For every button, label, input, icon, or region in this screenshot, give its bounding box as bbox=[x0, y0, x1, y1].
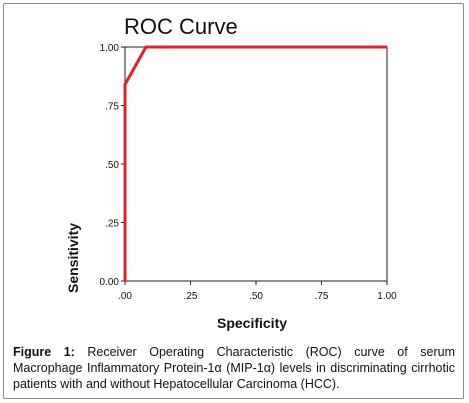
roc-curve-line bbox=[123, 45, 387, 281]
x-tick-label: 1.00 bbox=[377, 291, 397, 302]
y-tick-label: 1.00 bbox=[100, 43, 120, 54]
x-tick-label: .50 bbox=[249, 291, 263, 302]
y-axis-label: Sensitivity bbox=[65, 223, 81, 293]
x-tick-label: .75 bbox=[315, 291, 329, 302]
caption-text: Receiver Operating Characteristic (ROC) … bbox=[13, 345, 455, 391]
y-axis-ticks: 0.00 .25 .50 .75 1.00 bbox=[100, 43, 125, 288]
x-tick-label: .00 bbox=[118, 291, 132, 302]
y-tick-label: 0.00 bbox=[100, 277, 120, 288]
plot-area bbox=[124, 46, 388, 282]
y-tick-label: .75 bbox=[105, 102, 119, 113]
y-tick-label: .25 bbox=[105, 219, 119, 230]
x-axis-ticks: .00 .25 .50 .75 1.00 bbox=[118, 281, 397, 302]
chart-title: ROC Curve bbox=[124, 14, 238, 39]
x-tick-label: .25 bbox=[184, 291, 198, 302]
caption-label: Figure 1: bbox=[13, 345, 75, 359]
figure-caption: Figure 1: Receiver Operating Characteris… bbox=[13, 344, 455, 392]
x-axis-label: Specificity bbox=[217, 315, 287, 331]
series-group bbox=[123, 45, 387, 281]
y-tick-label: .50 bbox=[105, 160, 119, 171]
